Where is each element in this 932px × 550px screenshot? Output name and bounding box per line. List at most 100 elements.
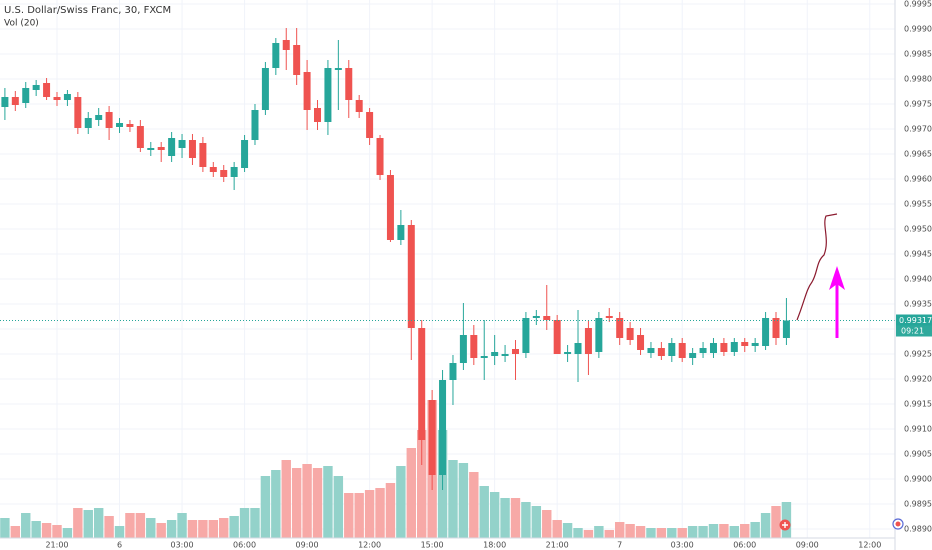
- candle-body: [324, 68, 332, 122]
- candle-body: [459, 335, 467, 363]
- countdown-label: 09:21: [901, 327, 924, 336]
- candle-body: [709, 343, 717, 353]
- volume-bar: [31, 521, 41, 538]
- candle-body: [564, 352, 572, 354]
- volume-bar: [646, 528, 656, 538]
- candle-body: [616, 318, 624, 338]
- candle-body: [95, 115, 103, 120]
- candle-body: [626, 328, 634, 340]
- candle-body: [209, 167, 217, 172]
- candle-body: [762, 318, 770, 346]
- x-tick-label: 21:00: [45, 541, 68, 550]
- candle-body: [178, 140, 186, 148]
- volume-bar: [364, 490, 375, 538]
- candle-body: [553, 320, 561, 354]
- candle-body: [637, 335, 645, 350]
- candle-body: [74, 97, 82, 128]
- x-tick-label: 03:00: [171, 541, 194, 550]
- candle-body: [522, 318, 530, 353]
- volume-bar: [531, 506, 542, 538]
- x-tick-label: 09:00: [296, 541, 319, 550]
- x-tick-label: 06:00: [233, 541, 256, 550]
- candle-body: [647, 348, 655, 353]
- volume-bar: [208, 520, 219, 538]
- candle-body: [595, 318, 603, 352]
- volume-bar: [219, 518, 229, 538]
- candle-body: [741, 342, 749, 346]
- volume-bar: [73, 508, 83, 538]
- volume-bar: [771, 506, 781, 538]
- globe-icon-core: [895, 521, 901, 527]
- candle-body: [772, 318, 780, 338]
- volume-bar: [41, 523, 52, 538]
- x-tick-label: 09:00: [796, 541, 819, 550]
- volume-bar: [125, 513, 135, 538]
- volume-bar: [760, 513, 771, 538]
- volume-bar: [302, 464, 312, 538]
- volume-bar: [708, 524, 719, 538]
- candle-body: [386, 175, 394, 240]
- candle-body: [188, 140, 196, 158]
- x-tick-label: 6: [117, 541, 122, 550]
- volume-bar: [604, 530, 614, 538]
- last-price-label: 0.99317: [899, 316, 932, 325]
- countdown-badge: [896, 325, 932, 337]
- candle-body: [480, 356, 488, 358]
- volume-layer: [0, 400, 792, 538]
- volume-bar: [260, 476, 271, 538]
- volume-bar: [469, 472, 479, 538]
- candle-body: [418, 328, 426, 440]
- candle-body: [105, 112, 113, 128]
- volume-bar: [323, 466, 333, 538]
- x-tick-label: 7: [617, 541, 622, 550]
- volume-bar: [594, 526, 604, 538]
- candle-body: [449, 363, 457, 380]
- volume-bar: [740, 524, 750, 538]
- x-tick-label: 12:00: [358, 541, 381, 550]
- volume-bar: [416, 430, 427, 538]
- candle-body: [345, 68, 353, 100]
- volume-bar: [448, 460, 458, 538]
- candle-body: [314, 108, 322, 122]
- candle-body: [272, 43, 280, 68]
- x-tick-label: 18:00: [483, 541, 506, 550]
- candle-body: [32, 85, 40, 90]
- drawn-curve: [796, 213, 838, 321]
- candle-body: [251, 110, 259, 140]
- volume-bar: [729, 526, 740, 538]
- x-tick-label: 12:00: [858, 541, 881, 550]
- candle-body: [43, 83, 51, 97]
- volume-bar: [114, 526, 125, 538]
- volume-bar: [698, 526, 708, 538]
- volume-bar: [552, 520, 562, 538]
- volume-bar: [250, 508, 260, 538]
- chart-title: U.S. Dollar/Swiss Franc, 30, FXCM: [4, 5, 171, 16]
- volume-bar: [510, 498, 521, 538]
- volume-bar: [573, 528, 583, 538]
- candle-body: [657, 348, 665, 356]
- volume-bar: [135, 513, 146, 538]
- candle-body: [397, 225, 405, 240]
- volume-bar: [312, 468, 323, 538]
- volume-bar: [83, 510, 93, 538]
- candle-body: [668, 343, 676, 356]
- volume-bar: [489, 492, 500, 538]
- x-tick-label: 15:00: [421, 541, 444, 550]
- volume-bar: [375, 488, 385, 538]
- volume-bar: [562, 523, 573, 538]
- indicator-label: Vol (20): [4, 19, 39, 29]
- volume-bar: [52, 525, 62, 538]
- candle-body: [511, 349, 519, 354]
- volume-bar: [271, 470, 281, 538]
- candle-body: [376, 138, 384, 175]
- candle-body: [355, 100, 363, 112]
